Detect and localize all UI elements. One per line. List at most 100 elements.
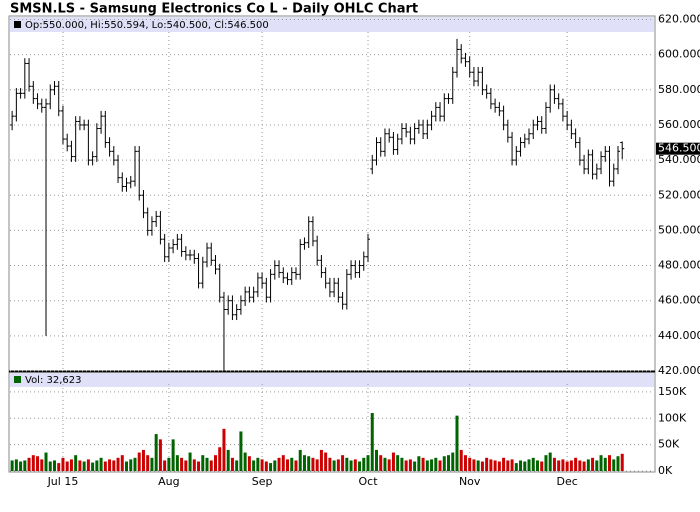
volume-bar [421,457,425,471]
volume-bar [205,457,209,471]
volume-bar [552,457,556,471]
volume-bar [434,457,438,471]
volume-bar [171,439,175,471]
volume-bar [574,457,578,471]
volume-bar [442,456,446,471]
volume-bar [531,457,535,471]
volume-bar [175,455,179,471]
volume-bar [180,457,184,471]
volume-bar [383,457,387,471]
volume-bar [345,457,349,471]
volume-bar [489,459,493,471]
volume-bar [561,459,565,471]
volume-bar [586,459,590,471]
volume-bar [57,463,61,471]
y-tick-label: 520.000 [658,188,700,201]
volume-bar [188,452,192,471]
volume-bar [52,460,56,471]
legend-swatch [14,376,21,383]
volume-bar [218,447,222,471]
volume-bar [307,456,311,471]
volume-bar [256,457,260,471]
volume-bar [336,459,340,471]
volume-bar [69,459,73,471]
volume-bar [158,439,162,471]
x-tick-label: Jul 15 [47,475,79,488]
y-tick-label: 420.000 [658,364,700,377]
volume-bar [184,460,188,471]
volume-bar [544,455,548,471]
volume-bar [374,449,378,471]
volume-bar [74,455,78,471]
last-price-box [656,142,700,155]
y-tick-label: 480.000 [658,259,700,272]
volume-bar [14,459,18,471]
volume-bar [201,455,205,471]
volume-bar [510,459,514,471]
volume-bar [582,461,586,471]
volume-header: Vol: 32,623 [25,375,82,386]
volume-bar [595,460,599,471]
volume-bar [514,463,518,471]
volume-tick-label: 150K [658,385,687,398]
volume-bar [404,460,408,471]
volume-bar [222,428,226,471]
x-tick-label: Oct [358,475,378,488]
volume-header-band [10,373,654,387]
volume-bar [353,459,357,471]
volume-bar [328,457,332,471]
volume-bar [290,457,294,471]
volume-bar [366,455,370,471]
volume-bar [260,459,264,471]
volume-bar [192,459,196,471]
volume-bar [413,461,417,471]
y-tick-label: 600.000 [658,48,700,61]
volume-bar [620,453,624,471]
volume-bar [247,456,251,471]
volume-bar [455,415,459,471]
volume-bar [27,457,31,471]
volume-bar [65,461,69,471]
volume-bar [40,459,44,471]
volume-bar [239,431,243,471]
last-price-label: 546.500 [658,142,700,155]
y-tick-label: 560.000 [658,118,700,131]
volume-bar [565,461,569,471]
volume-bar [578,460,582,471]
volume-bar [154,434,158,471]
volume-bar [230,457,234,471]
volume-bar [612,459,616,471]
volume-bar [125,461,129,471]
volume-bar [298,449,302,471]
y-tick-label: 540.000 [658,153,700,166]
volume-bar [31,455,35,471]
volume-bar [548,452,552,471]
volume-bar [95,460,99,471]
volume-bar [36,456,40,471]
volume-bar [370,413,374,471]
volume-bar [48,461,52,471]
volume-bar [273,460,277,471]
volume-bar [430,459,434,471]
volume-tick-label: 50K [658,438,680,451]
x-tick-label: Aug [158,475,179,488]
volume-bar [459,449,463,471]
volume-bar [591,457,595,471]
y-tick-label: 460.000 [658,294,700,307]
volume-bar [476,460,480,471]
volume-bar [19,461,23,471]
volume-bar [277,457,281,471]
x-tick-label: Dec [556,475,577,488]
price-header: Op:550.000, Hi:550.594, Lo:540.500, Cl:5… [25,20,269,31]
volume-bar [599,455,603,471]
y-tick-label: 620.000 [658,13,700,26]
volume-bar [447,455,451,471]
legend-swatch [14,21,21,28]
price-panel [8,15,656,372]
x-tick-label: Nov [459,475,481,488]
volume-bar [535,460,539,471]
volume-bar [141,449,145,471]
volume-bar [99,457,103,471]
volume-bar [315,459,319,471]
volume-bar [557,460,561,471]
